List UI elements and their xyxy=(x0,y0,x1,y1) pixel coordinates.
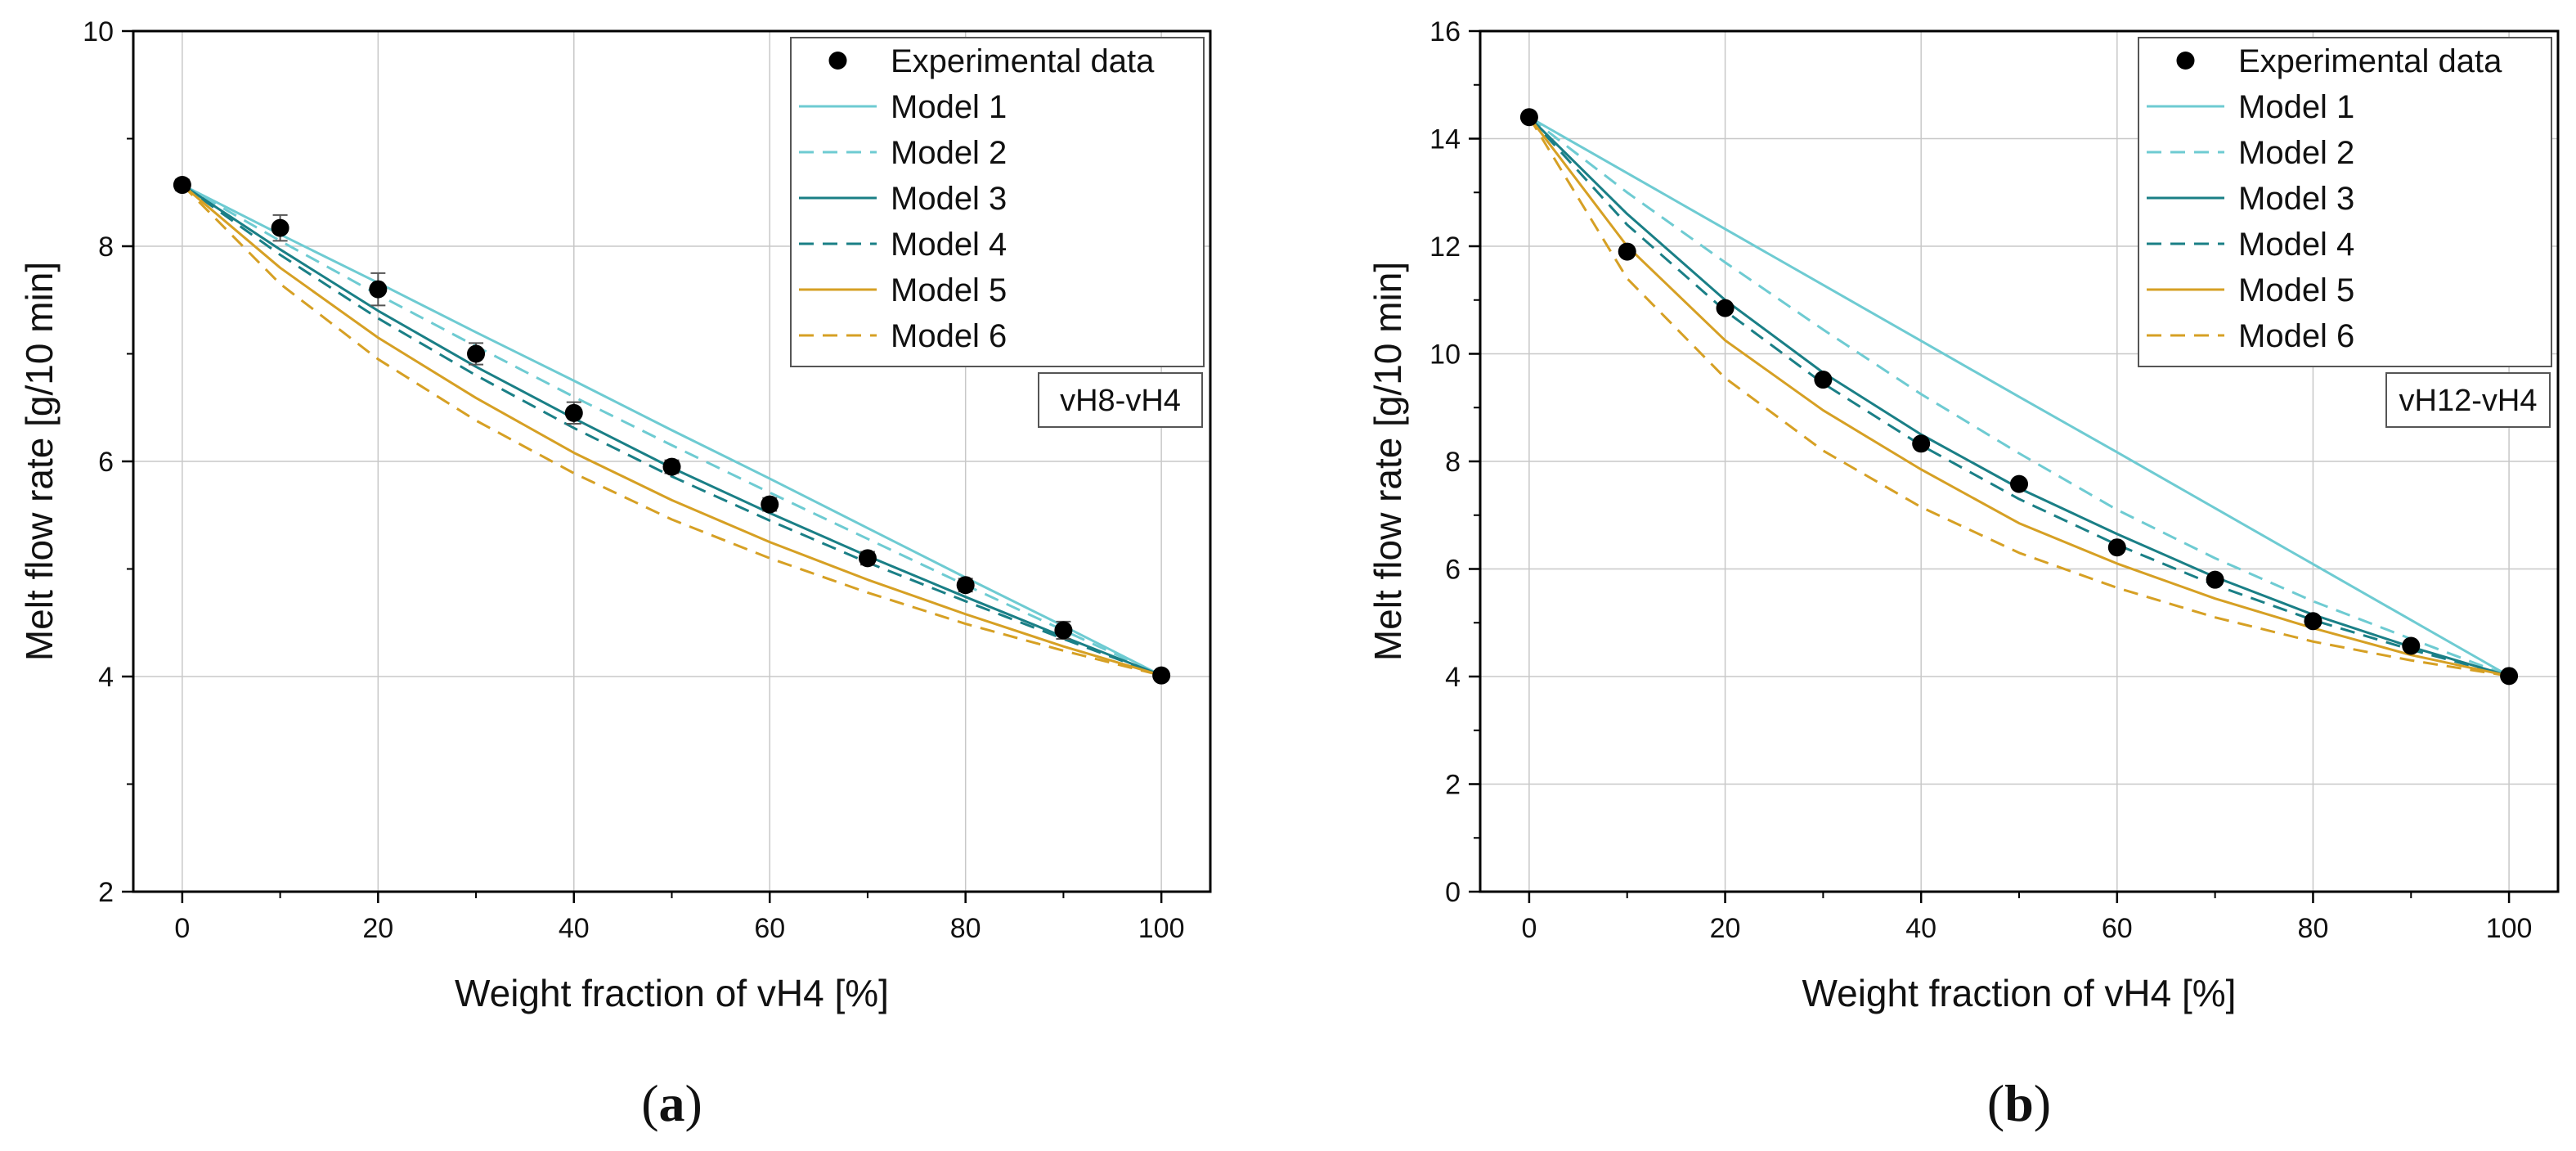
x-tick-label: 100 xyxy=(2486,913,2533,944)
y-tick-label: 4 xyxy=(98,662,114,693)
data-point xyxy=(173,176,191,195)
panel-label-letter: a xyxy=(659,1074,685,1132)
legend-entry-model-5: Model 5 xyxy=(891,272,1007,308)
x-tick-label: 0 xyxy=(174,913,190,944)
data-point xyxy=(858,549,877,568)
series-line-model-1 xyxy=(1528,115,2510,677)
data-point xyxy=(2402,636,2421,655)
y-tick-label: 14 xyxy=(1429,124,1461,155)
data-point xyxy=(1912,434,1931,453)
legend-entry-model-3: Model 3 xyxy=(891,181,1007,217)
chart-panel-b: 0 20 40 60 80 100 0 2 4 6 8 10 12 14 16 Weight fraction… xyxy=(1367,16,2560,1132)
series-line-model-6 xyxy=(1528,116,2510,677)
y-tick-label: 10 xyxy=(83,16,114,47)
y-tick-label: 4 xyxy=(1445,662,1461,693)
x-tick-label: 40 xyxy=(559,913,590,944)
series-line-model-2 xyxy=(182,183,1162,677)
legend-entry-model-2: Model 2 xyxy=(891,135,1007,171)
y-tick-label: 10 xyxy=(1429,339,1461,371)
legend-entry-model-6: Model 6 xyxy=(2238,318,2354,354)
annotation-label: vH8-vH4 xyxy=(1060,384,1181,418)
data-point xyxy=(271,218,289,237)
y-tick-label: 8 xyxy=(1445,447,1461,478)
annotation-box xyxy=(2385,372,2551,428)
y-tick-label: 0 xyxy=(1445,877,1461,908)
panel-label-paren-left: ( xyxy=(1987,1074,2004,1132)
x-tick-label: 20 xyxy=(1710,913,1741,944)
panel-label-paren-right: ) xyxy=(685,1074,702,1132)
panel-label: (b) xyxy=(1987,1074,2051,1132)
y-tick-label: 6 xyxy=(98,447,114,478)
x-tick-label: 80 xyxy=(2298,913,2329,944)
y-tick-label: 16 xyxy=(1429,16,1461,47)
y-tick-label: 12 xyxy=(1429,232,1461,263)
annotation-box xyxy=(1038,372,1203,428)
series-line-model-5 xyxy=(181,183,1162,677)
data-point xyxy=(369,280,388,299)
panel-label-paren-right: ) xyxy=(2034,1074,2051,1132)
legend: Experimental data Model 1 Model 2 Model 3 Mo… xyxy=(2138,37,2552,367)
x-tick-label: 0 xyxy=(1521,913,1537,944)
x-tick-label: 20 xyxy=(362,913,393,944)
legend-entry-model-1: Model 1 xyxy=(891,89,1007,125)
panel-label-paren-left: ( xyxy=(641,1074,658,1132)
series-line-model-4 xyxy=(181,183,1162,677)
data-point xyxy=(1618,242,1636,261)
data-point xyxy=(2107,538,2126,557)
data-point xyxy=(564,403,583,422)
data-point xyxy=(2304,612,2322,631)
data-point xyxy=(1814,371,1833,389)
x-axis-label: Weight fraction of vH4 [%] xyxy=(1802,972,2237,1014)
legend-entry-model-4: Model 4 xyxy=(891,227,1007,263)
x-tick-label: 60 xyxy=(2102,913,2133,944)
data-point xyxy=(467,344,486,363)
series-line-model-1 xyxy=(182,183,1162,677)
y-tick-label: 2 xyxy=(98,877,114,908)
data-point xyxy=(956,576,975,595)
data-point xyxy=(1716,299,1735,317)
data-point xyxy=(662,457,681,476)
legend-entry-model-5: Model 5 xyxy=(2238,272,2354,308)
y-axis-label: Melt flow rate [g/10 min] xyxy=(1367,262,1409,661)
chart-panel-a: 0 20 40 60 80 100 2 4 6 8 10 Weight fraction of vH4… xyxy=(18,16,1212,1132)
y-axis-label: Melt flow rate [g/10 min] xyxy=(18,262,61,661)
panel-label: (a) xyxy=(641,1074,702,1132)
data-point xyxy=(2010,474,2028,493)
series-line-model-5 xyxy=(1528,116,2510,677)
y-tick-label: 8 xyxy=(98,232,114,263)
panel-label-letter: b xyxy=(2004,1074,2034,1132)
series-line-model-2 xyxy=(1528,116,2510,677)
legend-entry-experimental: Experimental data xyxy=(891,43,1155,79)
x-tick-label: 40 xyxy=(1905,913,1936,944)
data-point xyxy=(2206,570,2224,589)
x-tick-label: 100 xyxy=(1138,913,1185,944)
series-line-model-4 xyxy=(1528,116,2510,677)
legend-entry-model-6: Model 6 xyxy=(891,318,1007,354)
y-tick-label: 6 xyxy=(1445,555,1461,586)
legend-entry-model-3: Model 3 xyxy=(2238,181,2354,217)
y-tick-label: 2 xyxy=(1445,770,1461,801)
legend-entry-model-4: Model 4 xyxy=(2238,227,2354,263)
legend-entry-model-2: Model 2 xyxy=(2238,135,2354,171)
x-tick-label: 80 xyxy=(950,913,981,944)
x-tick-label: 60 xyxy=(754,913,785,944)
legend-entry-experimental: Experimental data xyxy=(2238,43,2502,79)
x-axis-label: Weight fraction of vH4 [%] xyxy=(455,972,889,1014)
data-point xyxy=(1054,621,1073,640)
data-point xyxy=(1519,108,1538,127)
data-point xyxy=(2500,667,2519,686)
annotation-label: vH12-vH4 xyxy=(2399,384,2538,418)
data-point xyxy=(761,495,779,514)
legend-entry-model-1: Model 1 xyxy=(2238,89,2354,125)
data-point xyxy=(1152,666,1171,685)
legend: Experimental data Model 1 Model 2 Model 3 Mo… xyxy=(790,37,1205,367)
series-line-model-6 xyxy=(181,183,1162,677)
legend-box xyxy=(2138,37,2552,367)
legend-symbol-experimental xyxy=(828,52,847,70)
legend-symbol-experimental xyxy=(2176,52,2195,70)
legend-box xyxy=(790,37,1205,367)
